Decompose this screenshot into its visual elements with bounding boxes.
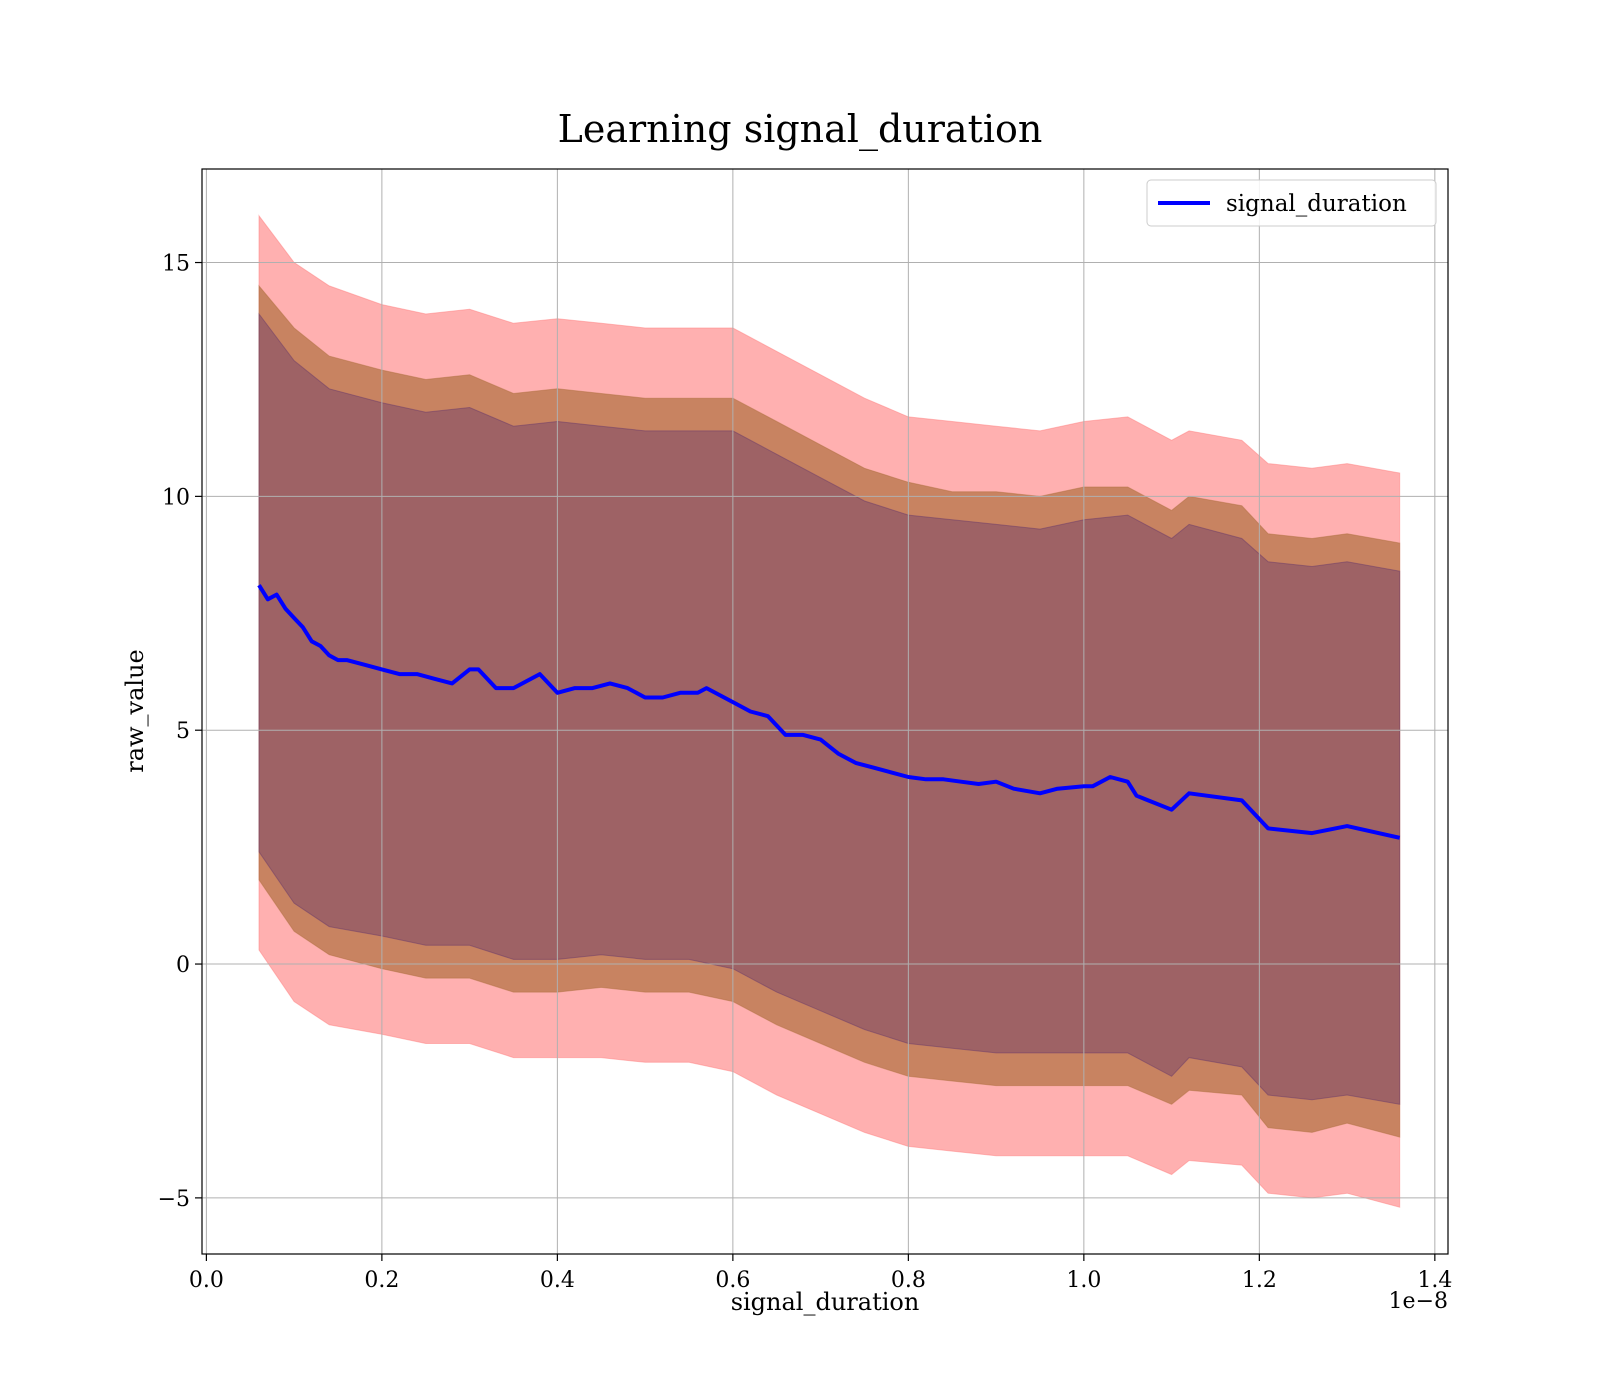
x-tick-label-2: 0.4 bbox=[540, 1268, 575, 1293]
x-tick-label-1: 0.2 bbox=[364, 1268, 399, 1293]
plot-frame bbox=[201, 168, 1449, 1255]
y-tick-label-0: −5 bbox=[158, 1187, 190, 1212]
x-tick-label-6: 1.2 bbox=[1242, 1268, 1277, 1293]
x-tick-label-4: 0.8 bbox=[891, 1268, 926, 1293]
y-tick-label-1: 0 bbox=[176, 953, 190, 978]
x-axis-label: signal_duration bbox=[731, 1288, 920, 1316]
chart-title: Learning signal_duration bbox=[558, 107, 1043, 152]
x-tick-label-0: 0.0 bbox=[189, 1268, 224, 1293]
confidence-band-2 bbox=[258, 284, 1401, 1138]
legend: signal_duration bbox=[1146, 179, 1437, 227]
legend-box bbox=[1146, 179, 1437, 227]
grid-lines bbox=[202, 169, 1448, 1254]
axis-ticks: 0.0 0.2 0.4 0.6 0.8 1.0 1.2 1.4 −5 0 5 10 15 bbox=[158, 252, 1453, 1293]
series-line-0 bbox=[257, 584, 1401, 840]
legend-label-signal-duration: signal_duration bbox=[1226, 191, 1407, 217]
x-tick-label-3: 0.6 bbox=[715, 1268, 750, 1293]
x-tick-label-7: 1.4 bbox=[1417, 1268, 1452, 1293]
series-lines bbox=[257, 584, 1401, 840]
y-tick-label-2: 5 bbox=[176, 719, 190, 744]
y-axis-label: raw_value bbox=[121, 649, 149, 773]
confidence-bands bbox=[258, 214, 1401, 1208]
x-tick-label-5: 1.0 bbox=[1066, 1268, 1101, 1293]
x-axis-offset-label: 1e−8 bbox=[1389, 1289, 1448, 1314]
y-tick-label-3: 10 bbox=[162, 485, 190, 510]
y-tick-label-4: 15 bbox=[162, 252, 190, 277]
confidence-band-3 bbox=[258, 312, 1401, 1105]
